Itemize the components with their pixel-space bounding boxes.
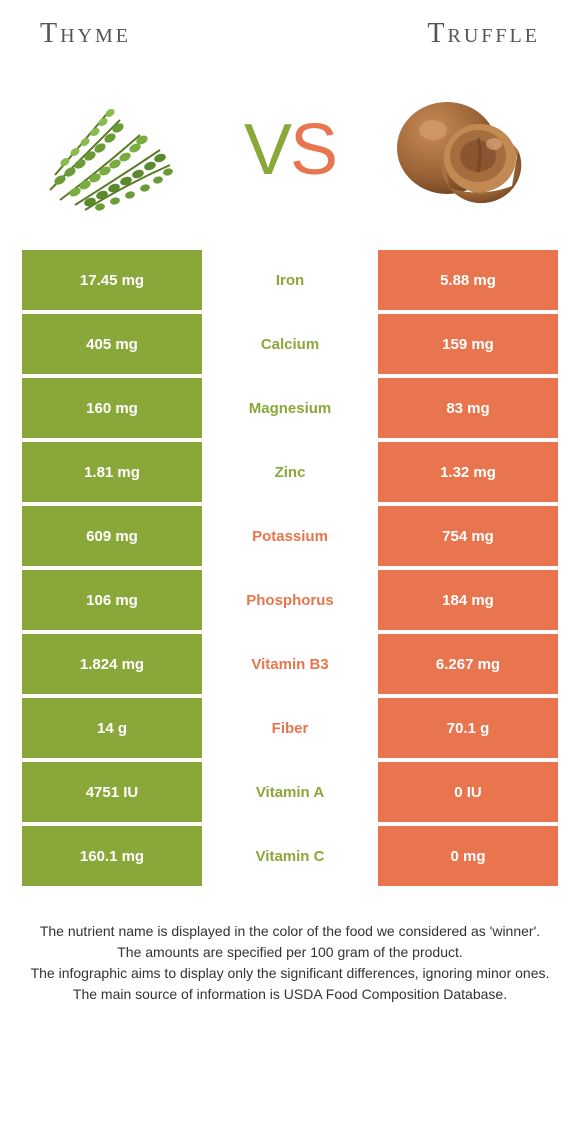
cell-right-value: 754 mg [378, 506, 558, 566]
cell-right-value: 70.1 g [378, 698, 558, 758]
thyme-image [30, 80, 195, 220]
infographic-container: Thyme Truffle [0, 0, 580, 1005]
cell-nutrient-name: Vitamin A [202, 762, 378, 822]
cell-left-value: 17.45 mg [22, 250, 202, 310]
truffle-image [385, 80, 550, 220]
cell-right-value: 1.32 mg [378, 442, 558, 502]
footnote-line: The main source of information is USDA F… [22, 984, 558, 1005]
cell-right-value: 6.267 mg [378, 634, 558, 694]
cell-left-value: 1.824 mg [22, 634, 202, 694]
footnote-line: The infographic aims to display only the… [22, 963, 558, 984]
truffle-icon [385, 80, 550, 220]
table-row: 1.81 mgZinc1.32 mg [22, 442, 558, 502]
header-row: Thyme Truffle [0, 0, 580, 50]
cell-left-value: 160 mg [22, 378, 202, 438]
vs-label: VS [244, 109, 336, 191]
cell-left-value: 4751 IU [22, 762, 202, 822]
cell-right-value: 159 mg [378, 314, 558, 374]
table-row: 160 mgMagnesium83 mg [22, 378, 558, 438]
cell-right-value: 83 mg [378, 378, 558, 438]
cell-right-value: 0 IU [378, 762, 558, 822]
cell-right-value: 5.88 mg [378, 250, 558, 310]
thyme-icon [30, 80, 195, 220]
cell-left-value: 160.1 mg [22, 826, 202, 886]
table-row: 609 mgPotassium754 mg [22, 506, 558, 566]
cell-nutrient-name: Potassium [202, 506, 378, 566]
vs-v: V [244, 110, 290, 190]
food-title-right: Truffle [427, 18, 540, 50]
footnote-line: The amounts are specified per 100 gram o… [22, 942, 558, 963]
table-row: 4751 IUVitamin A0 IU [22, 762, 558, 822]
table-row: 160.1 mgVitamin C0 mg [22, 826, 558, 886]
table-row: 14 gFiber70.1 g [22, 698, 558, 758]
cell-nutrient-name: Vitamin B3 [202, 634, 378, 694]
vs-s: S [290, 110, 336, 190]
cell-nutrient-name: Iron [202, 250, 378, 310]
cell-nutrient-name: Fiber [202, 698, 378, 758]
cell-right-value: 0 mg [378, 826, 558, 886]
cell-nutrient-name: Zinc [202, 442, 378, 502]
cell-left-value: 14 g [22, 698, 202, 758]
table-row: 17.45 mgIron5.88 mg [22, 250, 558, 310]
footnote-line: The nutrient name is displayed in the co… [22, 921, 558, 942]
footnotes: The nutrient name is displayed in the co… [22, 921, 558, 1005]
cell-left-value: 1.81 mg [22, 442, 202, 502]
table-row: 1.824 mgVitamin B36.267 mg [22, 634, 558, 694]
cell-nutrient-name: Calcium [202, 314, 378, 374]
cell-nutrient-name: Vitamin C [202, 826, 378, 886]
cell-left-value: 405 mg [22, 314, 202, 374]
food-title-left: Thyme [40, 18, 131, 50]
nutrient-table: 17.45 mgIron5.88 mg405 mgCalcium159 mg16… [22, 250, 558, 886]
cell-right-value: 184 mg [378, 570, 558, 630]
cell-nutrient-name: Phosphorus [202, 570, 378, 630]
images-row: VS [0, 50, 580, 250]
table-row: 405 mgCalcium159 mg [22, 314, 558, 374]
cell-left-value: 106 mg [22, 570, 202, 630]
table-row: 106 mgPhosphorus184 mg [22, 570, 558, 630]
cell-left-value: 609 mg [22, 506, 202, 566]
cell-nutrient-name: Magnesium [202, 378, 378, 438]
